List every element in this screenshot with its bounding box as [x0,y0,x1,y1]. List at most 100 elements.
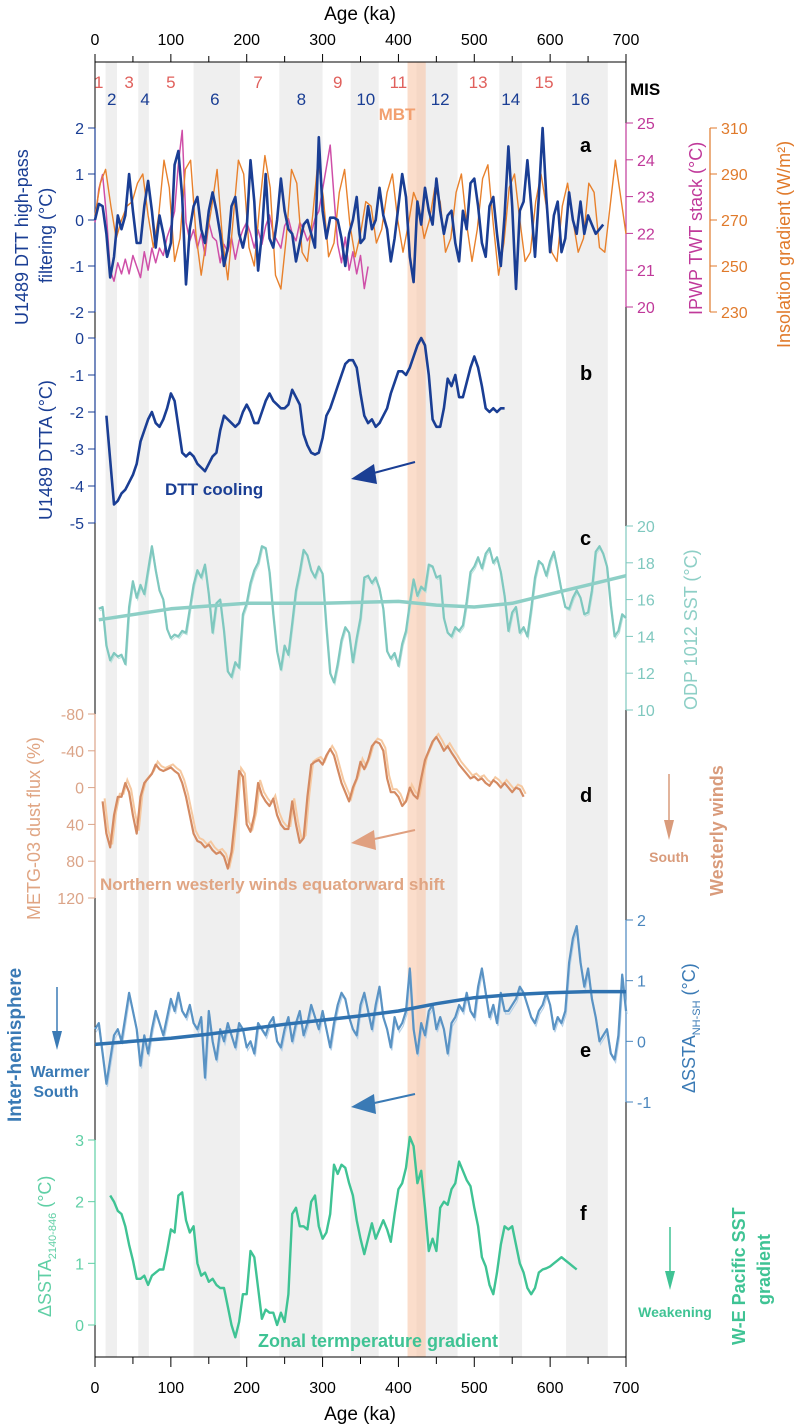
series--ssta-nh-sh [94,924,628,1085]
panel-c-y-tick-label: 20 [637,519,655,536]
westerly-shift-label: Northern westerly winds equatorward shif… [100,875,445,894]
panel-label-c: c [580,528,591,550]
top-x-axis-title: Age (ka) [324,4,396,25]
panel-d-y-tick-label: -40 [61,744,84,761]
series-u1489-dtt-high-pass [93,126,605,291]
series-u1489-dtta [105,336,505,506]
e-axis-main: ΔSSTA [679,1035,699,1093]
top-x-tick-label: 700 [613,32,640,49]
panel-label-d: d [580,785,592,807]
glacial-band [138,62,149,1357]
mis-stage-2: 2 [107,90,116,109]
data-series [93,126,628,1339]
f-axis-sub: 2140-846 [47,1213,59,1260]
weakening-label: Weakening [638,1304,712,1320]
f-axis-unit: (°C) [35,1176,55,1213]
panel-d-y-tick-label: 80 [66,854,84,871]
panel-e-y-tick-label: -1 [637,1095,651,1112]
series-odp-1012-sst-raw [99,547,628,687]
mis-stage-6: 6 [210,90,219,109]
glacial-band [499,62,523,1357]
a-right-ipwp-title: IPWP TWT stack (°C) [686,142,706,315]
panel-a-y-tick-label: 1 [75,167,84,184]
mbt-label: MBT [379,105,416,124]
bottom-x-tick-label: 300 [309,1380,336,1397]
we-pacific-label-1: W-E Pacific SST [729,1207,749,1345]
mis-stage-10: 10 [356,90,375,109]
bottom-x-tick-label: 700 [613,1380,640,1397]
mis-stage-16: 16 [571,90,590,109]
mis-stage-14: 14 [501,90,520,109]
ipwp-tick-label: 20 [637,300,655,317]
bottom-x-tick-label: 400 [385,1380,412,1397]
bottom-x-tick-label: 200 [233,1380,260,1397]
insolation-tick-label: 230 [721,305,748,322]
glacial-bands [105,62,608,1357]
mis-stage-13: 13 [469,73,488,92]
panel-c-y-tick-label: 14 [637,629,655,646]
panel-f-y-tick-label: 2 [75,1195,84,1212]
mis-stage-11: 11 [390,73,408,92]
ipwp-tick-label: 21 [637,263,655,280]
top-x-tick-label: 100 [158,32,185,49]
series--ssta-2140-846 [109,1135,578,1339]
mis-stage-4: 4 [140,90,149,109]
glacial-band [350,62,379,1357]
warmer-south-arrow [52,987,62,1050]
e-axis-unit: (°C) [679,963,699,1000]
top-x-tick-label: 300 [309,32,336,49]
e-right-axis-title: ΔSSTANH-SH (°C) [679,963,703,1093]
panel-f-y-tick-label: 3 [75,1133,84,1150]
panel-d-y-tick-label: 120 [57,891,84,908]
panel-e-y-tick-label: 1 [637,974,646,991]
top-x-tick-label: 500 [461,32,488,49]
ipwp-tick-label: 25 [637,116,655,133]
panel-b-y-tick-label: -2 [70,405,84,422]
zonal-gradient-label: Zonal termperature gradient [258,1331,498,1351]
f-axis-main: ΔSSTA [35,1259,55,1317]
mis-stage-5: 5 [166,73,175,92]
glacial-band [279,62,323,1357]
mis-stage-8: 8 [297,90,306,109]
insolation-tick-label: 310 [721,121,748,138]
e-axis-sub: NH-SH [691,1000,703,1035]
bottom-x-tick-label: 600 [537,1380,564,1397]
south-label: South [649,849,689,865]
mis-stage-1: 1 [94,73,103,92]
series-odp-1012-sst-trend [98,573,627,622]
panel-e-y-tick-label: 0 [637,1034,646,1051]
westerly-winds-label: Westerly winds [707,765,727,896]
inter-hemisphere-label: Inter-hemisphere [5,968,26,1122]
series--ssta-nh-sh-trend [94,989,626,1047]
glacial-band [566,62,608,1357]
panel-c-y-tick-label: 10 [637,703,655,720]
panel-f-y-tick-label: 0 [75,1318,84,1335]
panel-d-y-tick-label: -80 [61,707,84,724]
panel-b-y-tick-label: 0 [75,331,84,348]
bottom-x-axis: 0 100 200 300 400 500 600 700 Age (ka) [91,1356,640,1425]
mis-stage-12: 12 [431,90,450,109]
a-left-axis-title-1: U1489 DTT high-pass [12,149,32,325]
glacial-band [105,62,117,1357]
panel-d-y-tick-label: 40 [66,817,84,834]
panel-b-y-tick-label: -1 [70,368,84,385]
bottom-x-tick-label: 0 [91,1380,100,1397]
dtt-cooling-label: DTT cooling [165,480,263,499]
panel-a-y-tick-label: 0 [75,213,84,230]
panel-b-y-tick-label: -5 [70,516,84,533]
panel-c-y-tick-label: 16 [637,593,655,610]
insolation-tick-label: 270 [721,213,748,230]
warmer-label: Warmer [31,1064,90,1081]
panel-b-y-tick-label: -4 [70,479,84,496]
top-x-tick-label: 200 [233,32,260,49]
dtt-cooling-arrow [351,461,416,484]
mis-stage-3: 3 [124,73,133,92]
ipwp-tick-label: 23 [637,190,655,207]
panel-c-y-tick-label: 12 [637,666,655,683]
top-x-tick-label: 600 [537,32,564,49]
mis-stage-9: 9 [333,73,342,92]
bottom-x-axis-title: Age (ka) [324,1404,396,1425]
bottom-x-tick-label: 500 [461,1380,488,1397]
panel-label-f: f [580,1203,587,1225]
